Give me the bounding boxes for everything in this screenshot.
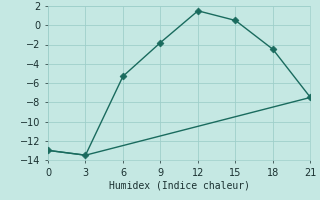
X-axis label: Humidex (Indice chaleur): Humidex (Indice chaleur) [109, 180, 250, 190]
